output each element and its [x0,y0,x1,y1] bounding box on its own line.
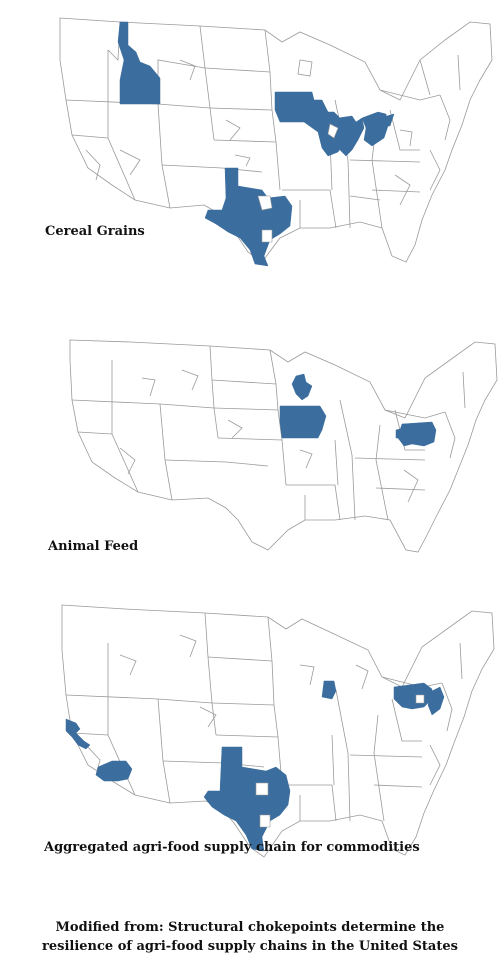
highlight-central-illinois [321,680,337,700]
highlighted-regions [279,373,437,447]
highlight-texas [204,167,293,267]
panel-label-animal-feed: Animal Feed [48,539,139,554]
panel-label-cereal-grains: Cereal Grains [45,224,145,239]
highlight-illinois-indiana [337,115,365,157]
panel-label-aggregated: Aggregated agri-food supply chain for co… [44,840,420,855]
us-map-animal-feed [69,339,498,553]
highlight-southern-california [95,760,133,782]
highlight-new-jersey [427,686,445,716]
highlighted-regions [117,21,395,267]
region-boundaries [69,339,498,553]
us-map-aggregated [61,604,495,858]
highlight-ohio-east [379,113,395,127]
highlight-sf-bay-area [65,718,91,750]
caption-line-2: resilience of agri-food supply chains in… [42,939,458,954]
us-map-cereal-grains [59,17,493,267]
highlight-texas [203,746,291,852]
region-boundaries [61,604,495,858]
excluded-regions [257,123,339,243]
highlight-central-wisconsin [291,373,313,401]
caption-line-1: Modified from: Structural chokepoints de… [55,920,445,935]
highlight-iowa [279,405,327,439]
highlight-pennsylvania [393,682,433,710]
source-caption: Modified from: Structural chokepoints de… [0,918,500,956]
map-panel-animal-feed: Animal Feed [0,320,500,570]
highlight-idaho [117,21,161,105]
map-panel-cereal-grains: Cereal Grains [0,0,500,280]
highlight-minnesota-wisconsin [274,91,349,157]
highlight-pennsylvania-west [395,427,405,439]
map-panel-aggregated: Aggregated agri-food supply chain for co… [0,595,500,905]
excluded-regions [255,694,425,828]
